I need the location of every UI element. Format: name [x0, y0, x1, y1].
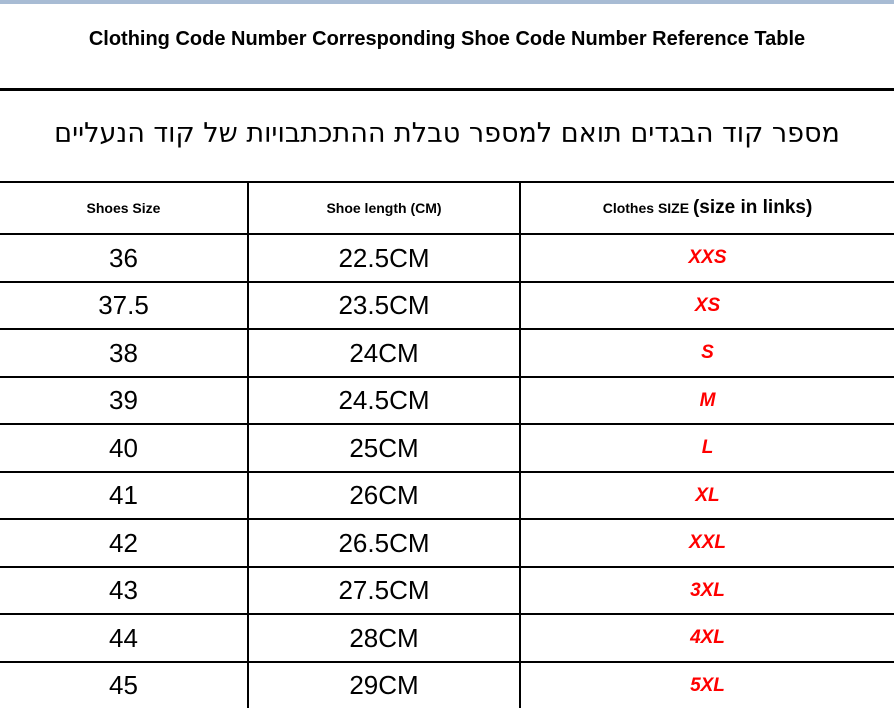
- table-body: 36 22.5CM XXS 37.5 23.5CM XS 38 24CM S 3…: [0, 234, 894, 708]
- cell-shoe-length: 24CM: [248, 329, 520, 377]
- cell-shoe-size: 45: [0, 662, 248, 708]
- cell-shoe-size: 41: [0, 472, 248, 520]
- size-chart-page: Clothing Code Number Corresponding Shoe …: [0, 0, 894, 688]
- cell-clothes-size: S: [520, 329, 894, 377]
- cell-clothes-size: L: [520, 424, 894, 472]
- cell-shoe-length: 26.5CM: [248, 519, 520, 567]
- cell-clothes-size: XXS: [520, 234, 894, 282]
- cell-shoe-size: 39: [0, 377, 248, 425]
- cell-shoe-length: 28CM: [248, 614, 520, 662]
- cell-clothes-size: 3XL: [520, 567, 894, 615]
- top-accent-strip: [0, 0, 894, 4]
- table-row: 40 25CM L: [0, 424, 894, 472]
- table-row: 39 24.5CM M: [0, 377, 894, 425]
- table-row: 45 29CM 5XL: [0, 662, 894, 708]
- table-header-row: Shoes Size Shoe length (CM) Clothes SIZE…: [0, 182, 894, 234]
- table-row: 38 24CM S: [0, 329, 894, 377]
- cell-shoe-size: 42: [0, 519, 248, 567]
- size-conversion-table: Shoes Size Shoe length (CM) Clothes SIZE…: [0, 181, 894, 708]
- cell-shoe-size: 37.5: [0, 282, 248, 330]
- column-header-clothes-size-primary: Clothes SIZE: [603, 200, 689, 216]
- cell-clothes-size: 5XL: [520, 662, 894, 708]
- page-title-hebrew: מספר קוד הבגדים תואם למספר טבלת ההתכתבוי…: [0, 116, 894, 152]
- cell-shoe-size: 43: [0, 567, 248, 615]
- page-title-english: Clothing Code Number Corresponding Shoe …: [0, 28, 894, 51]
- table-row: 42 26.5CM XXL: [0, 519, 894, 567]
- column-header-clothes-size-note: (size in links): [693, 197, 812, 218]
- cell-clothes-size: XXL: [520, 519, 894, 567]
- table-row: 41 26CM XL: [0, 472, 894, 520]
- column-header-shoes-size: Shoes Size: [0, 182, 248, 234]
- cell-clothes-size: XL: [520, 472, 894, 520]
- cell-shoe-size: 44: [0, 614, 248, 662]
- table-row: 36 22.5CM XXS: [0, 234, 894, 282]
- title-divider-rule: [0, 88, 894, 91]
- cell-shoe-length: 25CM: [248, 424, 520, 472]
- column-header-clothes-size: Clothes SIZE (size in links): [520, 182, 894, 234]
- cell-clothes-size: M: [520, 377, 894, 425]
- cell-shoe-length: 27.5CM: [248, 567, 520, 615]
- cell-clothes-size: 4XL: [520, 614, 894, 662]
- cell-clothes-size: XS: [520, 282, 894, 330]
- cell-shoe-size: 38: [0, 329, 248, 377]
- cell-shoe-length: 29CM: [248, 662, 520, 708]
- table-header: Shoes Size Shoe length (CM) Clothes SIZE…: [0, 182, 894, 234]
- cell-shoe-size: 36: [0, 234, 248, 282]
- column-header-shoe-length: Shoe length (CM): [248, 182, 520, 234]
- table-row: 44 28CM 4XL: [0, 614, 894, 662]
- table-row: 43 27.5CM 3XL: [0, 567, 894, 615]
- cell-shoe-length: 23.5CM: [248, 282, 520, 330]
- cell-shoe-length: 26CM: [248, 472, 520, 520]
- cell-shoe-length: 22.5CM: [248, 234, 520, 282]
- cell-shoe-length: 24.5CM: [248, 377, 520, 425]
- cell-shoe-size: 40: [0, 424, 248, 472]
- table-row: 37.5 23.5CM XS: [0, 282, 894, 330]
